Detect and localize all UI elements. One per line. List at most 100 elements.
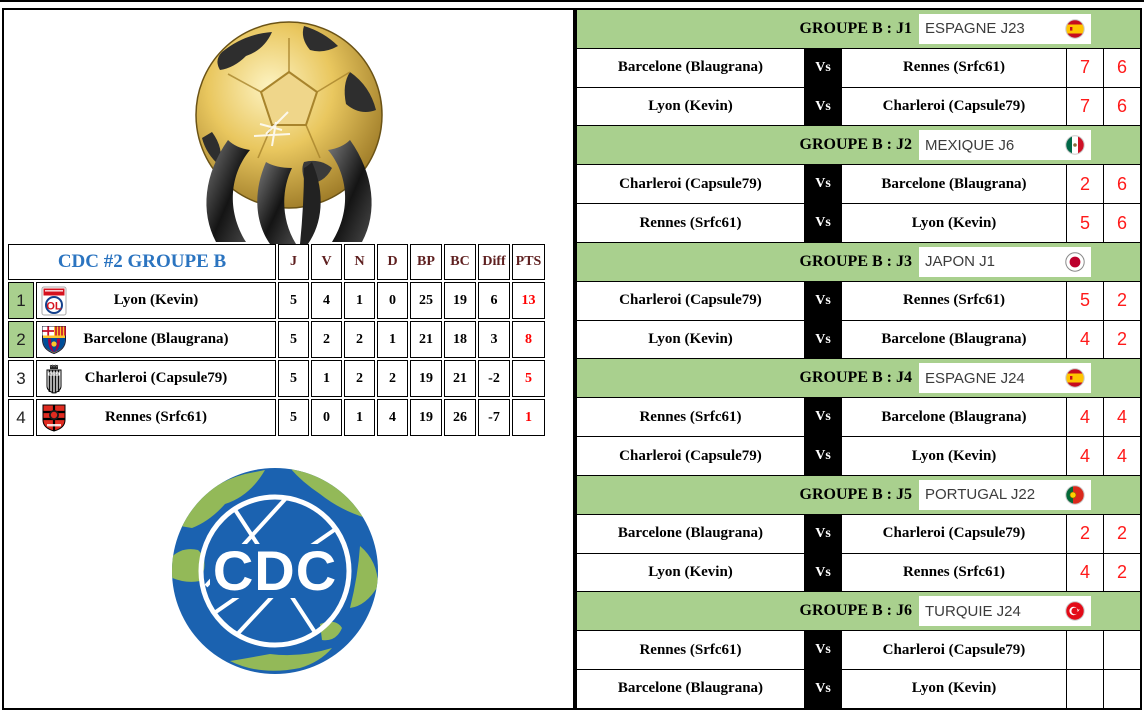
- barcelona-crest-icon: [41, 325, 67, 355]
- col-header-d: D: [377, 244, 408, 280]
- standings-table: CDC #2 GROUPE B J V N D BP BC Diff PTS 1…: [8, 244, 545, 436]
- vs-cell: Vs: [804, 204, 842, 242]
- stat-pts: 1: [512, 399, 545, 436]
- standings-title: CDC #2 GROUPE B: [8, 244, 276, 280]
- away-team: Lyon (Kevin): [911, 214, 997, 231]
- stat-bp: 19: [410, 360, 442, 397]
- stat-bp: 19: [410, 399, 442, 436]
- home-score: 2: [1066, 165, 1103, 204]
- home-score: [1066, 670, 1103, 708]
- fixture-row: Barcelone (Blaugrana) Vs Charleroi (Caps…: [577, 514, 1140, 554]
- col-header-pts: PTS: [512, 244, 545, 280]
- fixture-row: Charleroi (Capsule79) Vs Rennes (Srfc61)…: [577, 281, 1140, 321]
- away-team: Charleroi (Capsule79): [882, 641, 1026, 658]
- home-score: 2: [1066, 514, 1103, 553]
- real-day-label: MEXIQUE J6: [925, 136, 1015, 154]
- vs-cell: Vs: [804, 165, 842, 204]
- fixture-row: Barcelone (Blaugrana) Vs Rennes (Srfc61)…: [577, 48, 1140, 88]
- real-day-label-box: MEXIQUE J6: [919, 130, 1091, 161]
- rank-cell: 3: [8, 360, 34, 397]
- fixture-row: Charleroi (Capsule79) Vs Lyon (Kevin) 4 …: [577, 437, 1140, 476]
- home-team: Barcelone (Blaugrana): [617, 680, 764, 697]
- team-cell: OL Lyon (Kevin): [36, 282, 276, 319]
- away-team: Charleroi (Capsule79): [882, 98, 1026, 115]
- stat-v: 1: [311, 360, 342, 397]
- svg-text:R.C.S.C: R.C.S.C: [49, 372, 59, 376]
- stat-diff: 6: [478, 282, 510, 319]
- stat-j: 5: [278, 282, 309, 319]
- stat-bc: 18: [444, 321, 476, 358]
- vs-cell: Vs: [804, 437, 842, 475]
- matchday-title: GROUPE B : J2: [799, 136, 912, 154]
- home-score: [1066, 631, 1103, 670]
- away-score: 2: [1103, 281, 1140, 320]
- stat-n: 2: [344, 360, 375, 397]
- team-name: Lyon (Kevin): [113, 292, 199, 308]
- stat-v: 0: [311, 399, 342, 436]
- away-score: 4: [1103, 398, 1140, 437]
- stat-n: 1: [344, 399, 375, 436]
- vs-cell: Vs: [804, 48, 842, 87]
- away-score: 4: [1103, 437, 1140, 475]
- home-team: Lyon (Kevin): [648, 564, 733, 580]
- away-score: 6: [1103, 165, 1140, 204]
- away-score: 6: [1103, 204, 1140, 242]
- home-team: Charleroi (Capsule79): [619, 447, 762, 464]
- col-header-j: J: [278, 244, 309, 280]
- home-score: 4: [1066, 320, 1103, 359]
- fixture-row: Lyon (Kevin) Vs Rennes (Srfc61) 4 2: [577, 553, 1140, 593]
- team-name: Rennes (Srfc61): [104, 409, 208, 425]
- away-team: Barcelone (Blaugrana): [881, 175, 1027, 192]
- away-team: Lyon (Kevin): [911, 447, 997, 464]
- top-border-line: [0, 0, 1144, 2]
- team-cell: Barcelone (Blaugrana): [36, 321, 276, 358]
- stat-pts: 5: [512, 360, 545, 397]
- real-day-label-box: PORTUGAL J22: [919, 479, 1091, 510]
- away-team: Rennes (Srfc61): [902, 292, 1006, 309]
- col-header-bp: BP: [410, 244, 442, 280]
- away-team: Lyon (Kevin): [911, 680, 997, 697]
- vs-cell: Vs: [804, 320, 842, 359]
- home-team: Rennes (Srfc61): [639, 408, 742, 425]
- stat-d: 4: [377, 399, 408, 436]
- matchday-header-j2: GROUPE B : J2 MEXIQUE J6: [577, 126, 1140, 166]
- away-score: 2: [1103, 553, 1140, 592]
- matchday-title: GROUPE B : J3: [799, 252, 912, 270]
- portugal-flag-icon: [1065, 485, 1085, 505]
- matchday-title: GROUPE B : J1: [799, 19, 912, 37]
- matchday-title: GROUPE B : J5: [799, 485, 912, 503]
- mexico-flag-icon: [1065, 135, 1085, 156]
- stat-v: 4: [311, 282, 342, 319]
- away-score: 6: [1103, 87, 1140, 126]
- fixture-row: Rennes (Srfc61) Vs Charleroi (Capsule79): [577, 631, 1140, 671]
- home-team: Barcelone (Blaugrana): [617, 525, 764, 542]
- matchday-header-j1: GROUPE B : J1 ESPAGNE J23: [577, 10, 1140, 49]
- away-team: Barcelone (Blaugrana): [881, 331, 1027, 348]
- fixture-row: Barcelone (Blaugrana) Vs Lyon (Kevin): [577, 670, 1140, 708]
- stat-bc: 19: [444, 282, 476, 319]
- away-team: Barcelone (Blaugrana): [881, 408, 1027, 425]
- rank-cell: 2: [8, 321, 34, 358]
- stat-bc: 21: [444, 360, 476, 397]
- home-team: Rennes (Srfc61): [639, 641, 742, 658]
- away-team: Rennes (Srfc61): [902, 59, 1006, 76]
- spain-flag-icon: [1065, 19, 1085, 39]
- fixture-row: Rennes (Srfc61) Vs Lyon (Kevin) 5 6: [577, 204, 1140, 243]
- team-name: Charleroi (Capsule79): [84, 370, 228, 386]
- vs-cell: Vs: [804, 281, 842, 320]
- charleroi-crest-icon: R.C.S.C: [41, 363, 67, 394]
- home-team: Rennes (Srfc61): [639, 214, 742, 231]
- fixture-row: Rennes (Srfc61) Vs Barcelone (Blaugrana)…: [577, 398, 1140, 438]
- stat-j: 5: [278, 321, 309, 358]
- matchday-title: GROUPE B : J4: [799, 369, 912, 387]
- home-team: Charleroi (Capsule79): [619, 175, 762, 192]
- team-cell: R.C.S.C Charleroi (Capsule79): [36, 360, 276, 397]
- real-day-label-box: ESPAGNE J23: [919, 13, 1091, 44]
- turkey-flag-icon: [1065, 601, 1085, 622]
- away-score: 6: [1103, 48, 1140, 87]
- stat-diff: 3: [478, 321, 510, 358]
- stat-n: 2: [344, 321, 375, 358]
- golden-world-cup-trophy-icon: [154, 12, 424, 244]
- japan-flag-icon: [1065, 252, 1085, 272]
- fixtures-panel: GROUPE B : J1 ESPAGNE J23 Barcelone (Bla…: [575, 8, 1142, 710]
